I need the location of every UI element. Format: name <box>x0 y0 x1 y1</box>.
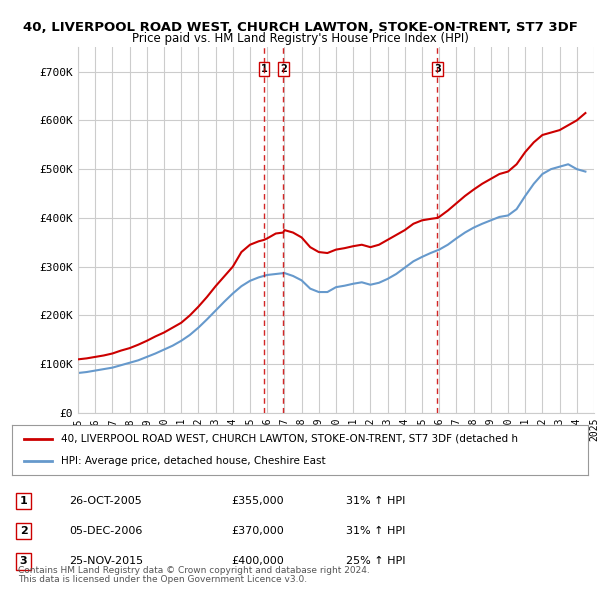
Text: 31% ↑ HPI: 31% ↑ HPI <box>346 526 406 536</box>
Text: £355,000: £355,000 <box>231 496 284 506</box>
Text: £400,000: £400,000 <box>231 556 284 566</box>
Text: Price paid vs. HM Land Registry's House Price Index (HPI): Price paid vs. HM Land Registry's House … <box>131 32 469 45</box>
Text: £370,000: £370,000 <box>231 526 284 536</box>
Text: 1: 1 <box>20 496 28 506</box>
Text: This data is licensed under the Open Government Licence v3.0.: This data is licensed under the Open Gov… <box>18 575 307 584</box>
Text: 40, LIVERPOOL ROAD WEST, CHURCH LAWTON, STOKE-ON-TRENT, ST7 3DF (detached h: 40, LIVERPOOL ROAD WEST, CHURCH LAWTON, … <box>61 434 518 444</box>
Text: 05-DEC-2006: 05-DEC-2006 <box>70 526 143 536</box>
Text: 1: 1 <box>261 64 268 74</box>
Text: 2: 2 <box>20 526 28 536</box>
Text: 25% ↑ HPI: 25% ↑ HPI <box>346 556 406 566</box>
Text: 26-OCT-2005: 26-OCT-2005 <box>70 496 142 506</box>
Text: 40, LIVERPOOL ROAD WEST, CHURCH LAWTON, STOKE-ON-TRENT, ST7 3DF: 40, LIVERPOOL ROAD WEST, CHURCH LAWTON, … <box>23 21 577 34</box>
Text: 2: 2 <box>280 64 287 74</box>
Text: Contains HM Land Registry data © Crown copyright and database right 2024.: Contains HM Land Registry data © Crown c… <box>18 566 370 575</box>
Text: 25-NOV-2015: 25-NOV-2015 <box>70 556 144 566</box>
Text: 31% ↑ HPI: 31% ↑ HPI <box>346 496 406 506</box>
Text: HPI: Average price, detached house, Cheshire East: HPI: Average price, detached house, Ches… <box>61 456 326 466</box>
Text: 3: 3 <box>434 64 441 74</box>
Text: 3: 3 <box>20 556 28 566</box>
